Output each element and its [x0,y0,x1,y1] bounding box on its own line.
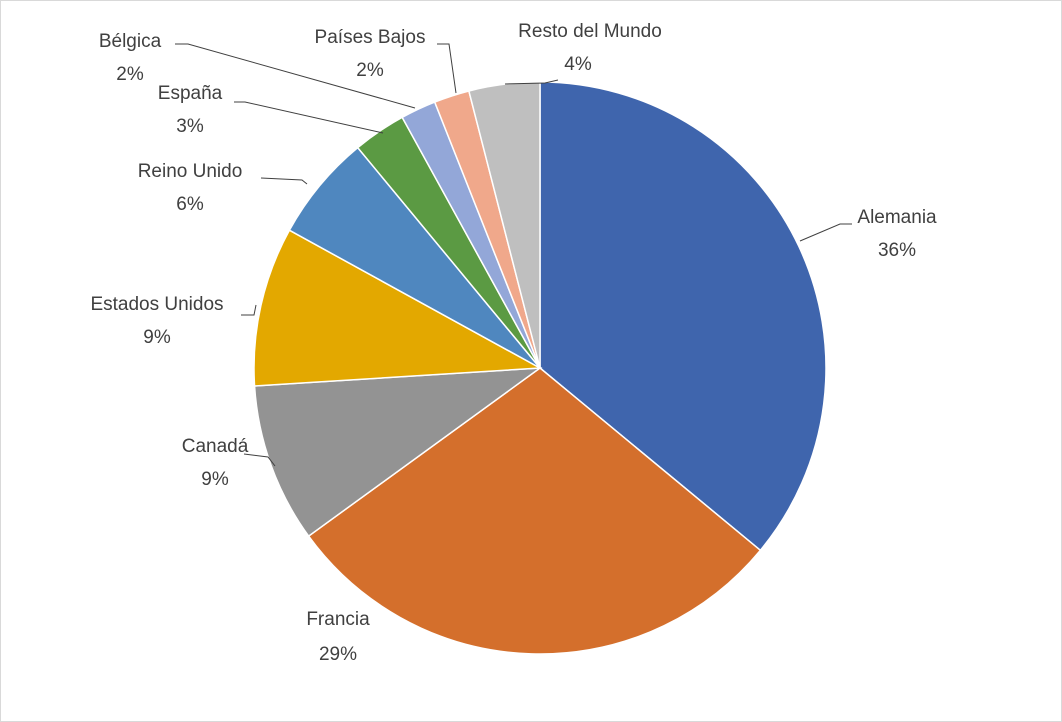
slice-value-label: 29% [319,644,357,665]
leader-line [437,43,457,94]
pie-slice [467,81,541,369]
leader-line [175,43,416,109]
slice-value-label: 9% [143,327,171,348]
slice-label: España [158,83,223,104]
leader-line [243,453,276,467]
slice-value-label: 4% [564,54,592,75]
slice-label: Reino Unido [138,161,243,182]
slice-value-label: 2% [116,64,144,85]
slice-label: Resto del Mundo [518,21,662,42]
slice-label: Países Bajos [315,27,426,48]
slice-label: Francia [306,609,370,630]
leader-line [234,101,384,134]
slice-value-label: 2% [356,60,384,81]
leader-line [241,304,257,316]
pie-slice [307,367,762,655]
leader-line [799,223,852,242]
slice-label: Canadá [182,436,249,457]
pie-slice [253,229,543,387]
slice-label: Alemania [857,207,937,228]
pie-slice [539,81,827,552]
slice-label: Estados Unidos [90,294,223,315]
slice-value-label: 6% [176,194,204,215]
slice-value-label: 3% [176,116,204,137]
slice-label: Bélgica [99,31,162,52]
slice-value-label: 9% [201,469,229,490]
slice-value-label: 36% [878,240,916,261]
leader-line [260,177,308,185]
leader-line [504,79,559,85]
pie-slice [253,367,543,538]
